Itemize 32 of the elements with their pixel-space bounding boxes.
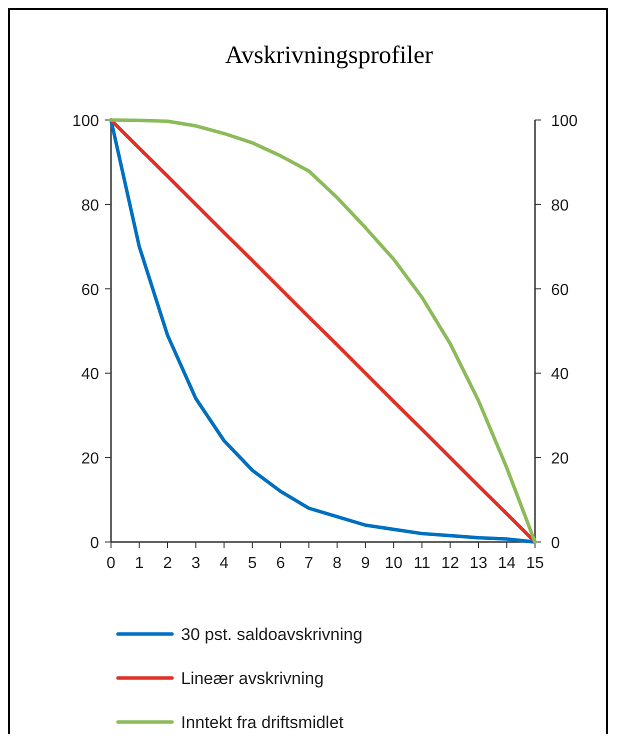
x-tick-label: 14 (498, 555, 516, 572)
y-tick-label: 40 (81, 366, 100, 384)
x-tick-label: 2 (163, 555, 172, 572)
y2-tick-label: 80 (551, 197, 569, 214)
legend-label: Lineær avskrivning (181, 669, 324, 688)
y-tick-label: 20 (81, 450, 100, 468)
y2-tick-label: 60 (551, 282, 569, 299)
y2-tick-label: 40 (551, 366, 569, 384)
legend-label: Inntekt fra driftsmidlet (181, 713, 344, 732)
x-tick-label: 3 (191, 555, 200, 572)
y-tick-label: 100 (72, 113, 100, 130)
y-tick-label: 80 (81, 197, 100, 214)
y2-tick-label: 100 (551, 113, 578, 130)
x-tick-label: 9 (360, 555, 370, 572)
y2-tick-label: 0 (551, 535, 560, 552)
legend-label: 30 pst. saldoavskrivning (181, 625, 362, 644)
x-tick-label: 12 (441, 555, 460, 572)
x-tick-label: 5 (248, 555, 257, 572)
x-tick-label: 4 (220, 555, 229, 572)
x-tick-label: 13 (470, 555, 488, 572)
y-tick-label: 0 (90, 535, 100, 552)
x-tick-label: 1 (134, 555, 144, 572)
y-tick-label: 60 (81, 282, 100, 299)
x-tick-label: 11 (414, 555, 430, 572)
chart-title: Avskrivningsprofiler (225, 42, 434, 69)
x-tick-label: 6 (276, 555, 286, 572)
x-tick-label: 10 (384, 555, 403, 572)
x-tick-label: 0 (106, 555, 116, 572)
x-tick-label: 7 (304, 555, 314, 572)
x-tick-label: 15 (526, 555, 544, 572)
y2-tick-label: 20 (551, 450, 569, 468)
x-tick-label: 8 (332, 555, 342, 572)
